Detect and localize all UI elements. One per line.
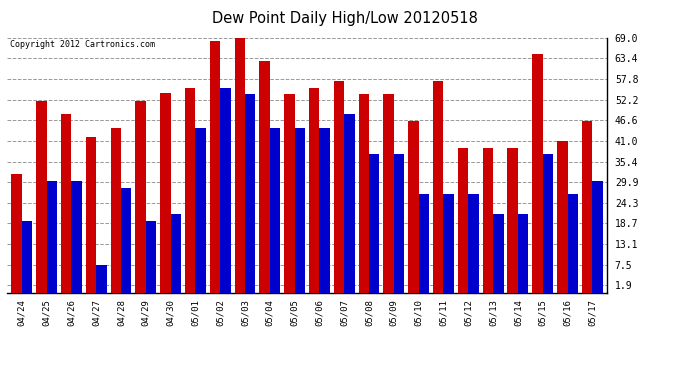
Bar <box>86 137 96 292</box>
Bar <box>483 148 493 292</box>
Bar <box>146 221 156 292</box>
Bar <box>532 54 543 292</box>
Bar <box>469 194 479 292</box>
Bar <box>369 154 380 292</box>
Bar <box>235 38 245 292</box>
Bar <box>493 214 504 292</box>
Bar <box>384 94 394 292</box>
Bar <box>47 181 57 292</box>
Bar <box>22 221 32 292</box>
Bar <box>408 121 419 292</box>
Bar <box>557 141 567 292</box>
Bar <box>160 93 170 292</box>
Bar <box>543 154 553 292</box>
Bar <box>195 128 206 292</box>
Bar <box>518 214 529 292</box>
Bar <box>121 188 131 292</box>
Bar <box>11 174 22 292</box>
Bar <box>567 194 578 292</box>
Bar <box>394 154 404 292</box>
Bar <box>284 94 295 292</box>
Text: Copyright 2012 Cartronics.com: Copyright 2012 Cartronics.com <box>10 40 155 49</box>
Bar <box>334 81 344 292</box>
Bar <box>220 88 230 292</box>
Bar <box>245 94 255 292</box>
Bar <box>71 181 82 292</box>
Bar <box>270 128 280 292</box>
Bar <box>309 88 319 292</box>
Bar <box>582 121 592 292</box>
Bar <box>135 101 146 292</box>
Bar <box>507 148 518 292</box>
Bar <box>185 88 195 292</box>
Bar <box>61 114 71 292</box>
Bar <box>295 128 305 292</box>
Bar <box>458 148 469 292</box>
Bar <box>259 61 270 292</box>
Bar <box>96 265 107 292</box>
Bar <box>344 114 355 292</box>
Bar <box>36 101 47 292</box>
Bar <box>444 194 454 292</box>
Bar <box>592 181 603 292</box>
Bar <box>319 128 330 292</box>
Bar <box>210 41 220 292</box>
Bar <box>170 214 181 292</box>
Bar <box>433 81 444 292</box>
Text: Dew Point Daily High/Low 20120518: Dew Point Daily High/Low 20120518 <box>212 11 478 26</box>
Bar <box>419 194 429 292</box>
Bar <box>359 94 369 292</box>
Bar <box>110 128 121 292</box>
